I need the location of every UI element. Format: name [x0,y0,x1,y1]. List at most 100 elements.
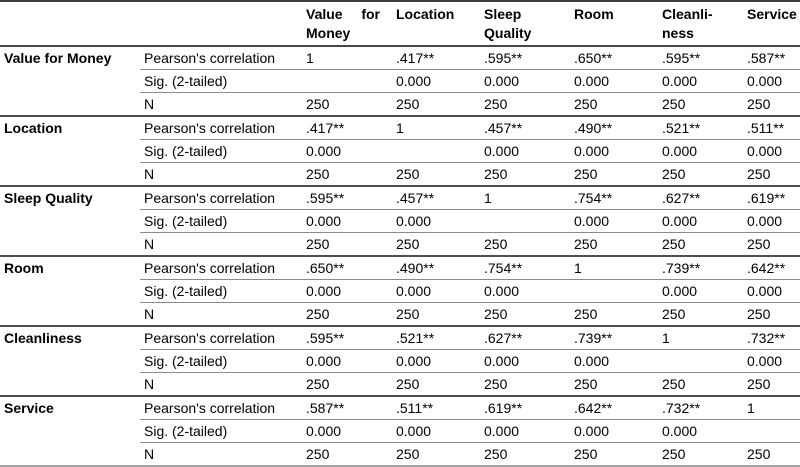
value-cell: .642** [743,255,800,280]
col-header-line: Sleep [484,6,522,22]
value-cell: .754** [480,255,570,280]
table-row: N 250 250 250 250 250 250 [0,162,800,186]
value-cell: 0.000 [302,139,392,163]
value-cell: 250 [658,372,743,396]
value-cell: 1 [392,115,480,140]
value-cell: 250 [480,372,570,396]
value-cell: .595** [658,45,743,70]
value-cell: 0.000 [302,349,392,373]
value-cell: 250 [392,442,480,466]
value-cell: .595** [302,325,392,350]
value-cell: 0.000 [570,209,658,233]
stat-label: Pearson's correlation [140,255,302,280]
value-cell: .650** [302,255,392,280]
value-cell: .457** [392,185,480,210]
value-cell: 1 [302,45,392,70]
value-cell: 0.000 [392,349,480,373]
value-cell: 250 [480,302,570,326]
value-cell: 0.000 [480,279,570,303]
value-cell: 0.000 [392,279,480,303]
table-row: N 250 250 250 250 250 250 [0,232,800,256]
row-label: Sleep Quality [0,185,140,256]
stat-label: Sig. (2-tailed) [140,139,302,163]
value-cell: .417** [302,115,392,140]
value-cell: 250 [302,302,392,326]
value-cell: 250 [570,372,658,396]
value-cell: .754** [570,185,658,210]
value-cell: 250 [302,232,392,256]
value-cell: 0.000 [392,209,480,233]
value-cell: 250 [480,92,570,116]
stat-label: Sig. (2-tailed) [140,419,302,443]
value-cell: .732** [658,395,743,420]
value-cell: 250 [570,442,658,466]
value-cell: .521** [392,325,480,350]
value-cell: 0.000 [570,69,658,93]
table-body: Value for Money Pearson's correlation 1.41… [0,45,800,466]
value-cell: 250 [392,232,480,256]
value-cell: 250 [743,442,800,466]
value-cell: 250 [743,92,800,116]
col-header-line: Cleanli- [662,6,713,22]
col-header-line: Room [574,6,614,22]
value-cell: 0.000 [658,69,743,93]
col-header-line [574,24,646,43]
value-cell: 1 [743,395,800,420]
value-cell: 250 [302,92,392,116]
corner-cell [0,1,302,47]
value-cell: .587** [302,395,392,420]
row-label: Value for Money [0,45,140,116]
stat-label: Pearson's correlation [140,185,302,210]
row-label: Service [0,395,140,466]
header-row: Value for Money Location Sleep Quality R… [0,1,800,47]
col-header-line [747,24,788,43]
table-row: Room Pearson's correlation .650** .490** .75… [0,255,800,326]
value-cell: .595** [302,185,392,210]
table-row: N 250 250 250 250 250 250 [0,372,800,396]
value-cell: 0.000 [480,139,570,163]
col-header-location: Location [392,1,480,47]
stat-label: N [140,162,302,186]
table-row: Sig. (2-tailed) 0.000 0.000 0.000 0.000 0.000 [0,69,800,93]
col-header-line: Service [747,6,797,22]
value-cell: .457** [480,115,570,140]
value-cell [392,139,480,163]
stat-label: Sig. (2-tailed) [140,279,302,303]
value-cell: .521** [658,115,743,140]
table-row: Service Pearson's correlation .587** .511**… [0,395,800,466]
value-cell: 250 [658,442,743,466]
col-header-sleep-quality: Sleep Quality [480,1,570,47]
value-cell: 0.000 [743,139,800,163]
value-cell: 0.000 [658,279,743,303]
col-header-value-for-money: Value for Money [302,1,392,47]
table-row: N 250 250 250 250 250 250 [0,92,800,116]
table-row: Sig. (2-tailed) 0.000 0.000 0.000 0.000 0.000 [0,139,800,163]
table-row: Value for Money Pearson's correlation 1.41… [0,45,800,116]
table-row: Sleep Quality Pearson's correlation .595**… [0,185,800,256]
value-cell: .490** [570,115,658,140]
value-cell: 250 [392,162,480,186]
stat-label: Sig. (2-tailed) [140,349,302,373]
table-row: Sig. (2-tailed) 0.000 0.000 0.000 0.000 0.000 [0,349,800,373]
col-header-line: Location [396,6,455,22]
col-header-service: Service [743,1,800,47]
value-cell: 250 [658,302,743,326]
value-cell: 0.000 [480,419,570,443]
value-cell: 250 [570,232,658,256]
col-header-cleanliness: Cleanli- ness [658,1,743,47]
value-cell: .511** [392,395,480,420]
col-header-line: Money [306,25,351,41]
value-cell: 250 [392,92,480,116]
value-cell: 250 [570,92,658,116]
value-cell: .732** [743,325,800,350]
value-cell [570,279,658,303]
value-cell: 0.000 [480,349,570,373]
value-cell: 0.000 [570,419,658,443]
table-row: Sig. (2-tailed) 0.000 0.000 0.000 0.000 0.000 [0,209,800,233]
value-cell [743,419,800,443]
stat-label: N [140,92,302,116]
table-row: N 250 250 250 250 250 250 [0,302,800,326]
value-cell: 250 [658,232,743,256]
stat-label: Pearson's correlation [140,325,302,350]
